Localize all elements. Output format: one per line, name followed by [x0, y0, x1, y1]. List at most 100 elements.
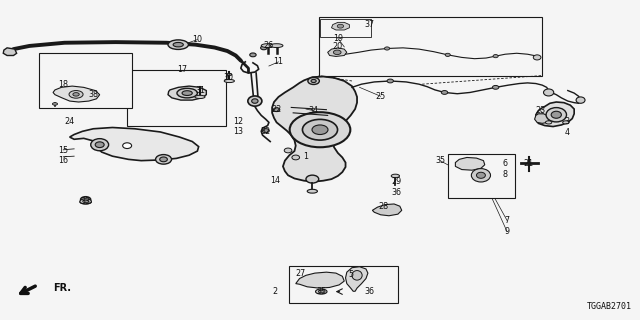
Text: 12: 12	[233, 117, 243, 126]
Ellipse shape	[337, 24, 344, 28]
Text: 7: 7	[504, 216, 509, 225]
Ellipse shape	[319, 290, 324, 293]
Ellipse shape	[261, 44, 274, 48]
Ellipse shape	[273, 108, 280, 112]
Ellipse shape	[391, 174, 399, 178]
Ellipse shape	[303, 119, 337, 140]
Text: 18: 18	[58, 80, 68, 89]
Ellipse shape	[182, 91, 192, 95]
Ellipse shape	[563, 121, 569, 124]
Text: 29: 29	[392, 177, 402, 186]
Text: 38: 38	[88, 90, 99, 99]
Text: 2: 2	[273, 287, 278, 296]
Text: 20: 20	[333, 42, 343, 52]
Text: 32: 32	[260, 127, 271, 136]
Ellipse shape	[385, 47, 390, 50]
Ellipse shape	[91, 139, 109, 151]
Text: 6: 6	[502, 159, 508, 168]
Text: 24: 24	[64, 117, 74, 126]
Text: 19: 19	[333, 34, 343, 43]
Ellipse shape	[250, 53, 256, 57]
Ellipse shape	[177, 88, 197, 98]
Ellipse shape	[173, 43, 183, 47]
Text: 11: 11	[273, 57, 284, 66]
Text: 13: 13	[233, 127, 243, 136]
Ellipse shape	[292, 155, 300, 160]
Polygon shape	[456, 157, 484, 170]
Text: 34: 34	[308, 106, 319, 115]
Text: 33: 33	[81, 197, 91, 206]
Text: 21: 21	[523, 159, 533, 168]
Polygon shape	[53, 86, 100, 102]
Ellipse shape	[476, 172, 485, 178]
Bar	[319, 17, 542, 76]
Ellipse shape	[168, 40, 188, 50]
Ellipse shape	[576, 97, 585, 103]
Polygon shape	[346, 267, 368, 291]
Text: 3: 3	[564, 117, 570, 126]
Ellipse shape	[83, 200, 88, 203]
Ellipse shape	[545, 121, 552, 124]
Text: 37: 37	[364, 20, 374, 29]
Ellipse shape	[387, 79, 394, 83]
Ellipse shape	[306, 175, 319, 183]
Bar	[127, 70, 226, 125]
Ellipse shape	[543, 89, 554, 96]
Text: 9: 9	[504, 227, 509, 236]
Bar	[289, 266, 398, 303]
Ellipse shape	[81, 197, 91, 202]
Text: 23: 23	[535, 106, 545, 115]
Ellipse shape	[260, 46, 267, 50]
Ellipse shape	[352, 270, 362, 280]
Ellipse shape	[551, 111, 561, 118]
Polygon shape	[332, 22, 349, 30]
Text: TGGAB2701: TGGAB2701	[587, 302, 632, 311]
Ellipse shape	[224, 79, 234, 83]
Ellipse shape	[270, 44, 283, 48]
Bar	[39, 52, 132, 108]
Ellipse shape	[160, 157, 168, 162]
Ellipse shape	[95, 142, 104, 148]
Polygon shape	[328, 48, 347, 56]
Ellipse shape	[123, 143, 132, 148]
Text: 17: 17	[178, 65, 188, 74]
Text: 28: 28	[379, 202, 389, 211]
Bar	[320, 19, 371, 37]
Text: 22: 22	[271, 105, 282, 114]
Ellipse shape	[284, 148, 292, 153]
Ellipse shape	[73, 92, 79, 96]
Text: 26: 26	[264, 41, 274, 50]
Ellipse shape	[546, 108, 566, 122]
Ellipse shape	[252, 99, 258, 103]
Text: 36: 36	[392, 188, 402, 197]
Ellipse shape	[69, 91, 83, 98]
Ellipse shape	[156, 155, 172, 164]
Text: 15: 15	[58, 146, 68, 155]
Ellipse shape	[195, 95, 205, 99]
Ellipse shape	[442, 91, 448, 94]
Ellipse shape	[80, 199, 92, 204]
Ellipse shape	[80, 200, 92, 204]
Text: 10: 10	[193, 35, 202, 44]
Ellipse shape	[492, 85, 499, 89]
Ellipse shape	[533, 55, 541, 60]
Text: FR.: FR.	[53, 283, 71, 293]
Polygon shape	[168, 86, 206, 100]
Ellipse shape	[262, 129, 269, 133]
Text: 35: 35	[435, 156, 445, 165]
Polygon shape	[536, 102, 574, 126]
Ellipse shape	[52, 103, 58, 105]
Text: 25: 25	[376, 92, 386, 101]
Ellipse shape	[493, 54, 498, 58]
Polygon shape	[296, 272, 344, 288]
Text: 4: 4	[564, 128, 570, 137]
Ellipse shape	[445, 53, 451, 56]
Text: 16: 16	[58, 156, 68, 165]
Text: 1: 1	[303, 152, 308, 161]
Text: 14: 14	[270, 176, 280, 185]
Ellipse shape	[227, 74, 232, 76]
Bar	[448, 154, 515, 198]
Ellipse shape	[311, 79, 316, 83]
Text: 27: 27	[296, 268, 306, 278]
Text: 5: 5	[348, 269, 353, 279]
